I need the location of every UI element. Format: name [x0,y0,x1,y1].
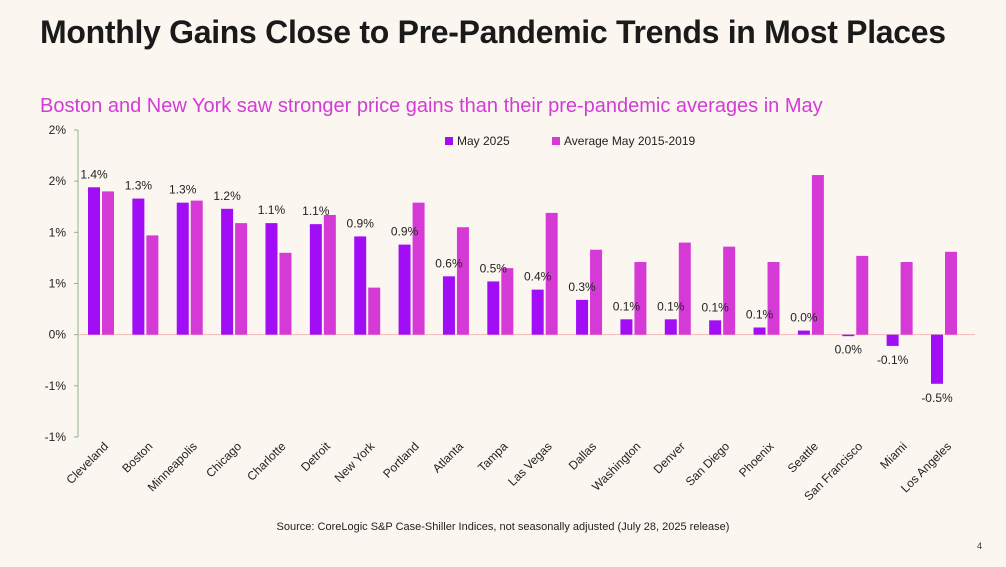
legend-label: May 2025 [457,134,510,148]
bar-may-2025 [576,299,589,335]
bar-may-2025 [931,334,943,384]
bar-average-2015-2019 [723,246,736,335]
data-label: 0.9% [391,225,419,239]
bar-may-2025 [88,187,100,335]
y-tick-label: 2% [49,174,67,188]
category-label: Atlanta [430,439,467,476]
bar-average-2015-2019 [102,191,114,335]
bar-average-2015-2019 [279,252,292,335]
data-label: 0.9% [347,216,375,230]
legend: May 2025 Average May 2015-2019 [445,134,696,148]
data-label: 0.3% [568,280,596,294]
legend-swatch [552,137,560,145]
bar-average-2015-2019 [945,251,957,335]
category-label: Dallas [566,439,599,472]
category-label: Miami [877,439,910,472]
data-label: 1.2% [213,189,241,203]
y-tick-label: -1% [45,379,67,393]
bar-may-2025 [442,276,455,335]
y-tick-label: -1% [45,430,67,444]
category-label: Tampa [475,439,511,475]
y-tick-label: 1% [49,225,67,239]
category-label: Charlotte [244,439,289,484]
category-label: Portland [380,439,422,481]
bar-may-2025 [221,208,234,335]
data-label: 0.1% [701,300,729,314]
category-label: Cleveland [63,439,111,487]
bar-average-2015-2019 [146,235,159,335]
data-label: 0.0% [835,343,863,357]
data-label: 0.1% [613,299,641,313]
bar-average-2015-2019 [412,202,425,335]
category-label: Seattle [785,439,822,476]
bar-average-2015-2019 [368,287,381,335]
category-label: San Diego [683,439,733,489]
bar-average-2015-2019 [501,268,514,335]
bar-may-2025 [309,224,322,335]
data-label: 0.5% [480,261,508,275]
y-tick-label: 2% [49,123,67,137]
data-label: 0.1% [657,299,685,313]
data-label: 1.4% [80,167,108,181]
data-labels: 1.4% 1.3% 1.3% 1.2% 1.1% 1.1% 0.9% 0.9% 0.6% 0.5%… [80,167,953,404]
data-label: 1.3% [125,179,153,193]
bar-may-2025 [709,320,722,335]
category-label: Denver [651,439,688,476]
bar-average-2015-2019 [634,262,647,335]
bar-average-2015-2019 [456,227,469,335]
bar-may-2025 [842,334,855,337]
bar-may-2025 [620,319,633,335]
bars [88,175,957,384]
bar-may-2025 [176,202,189,335]
data-label: 1.3% [169,183,197,197]
chart-subtitle: Boston and New York saw stronger price g… [40,95,823,117]
data-label: 0.6% [435,256,463,270]
chart-title: Monthly Gains Close to Pre-Pandemic Tren… [40,14,946,50]
bar-may-2025 [354,236,367,335]
category-label: Boston [119,439,155,475]
category-label: Detroit [298,439,333,474]
bar-may-2025 [753,327,766,335]
category-label: Chicago [203,439,244,480]
bar-may-2025 [797,330,810,335]
data-label: 0.0% [790,311,818,325]
y-axis: 2% 2% 1% 1% 0% -1% -1% [45,123,79,444]
bar-average-2015-2019 [767,262,780,335]
data-label: -0.1% [877,353,909,367]
bar-may-2025 [487,281,500,335]
bar-average-2015-2019 [678,242,691,335]
y-tick-label: 0% [49,328,67,342]
source-note: Source: CoreLogic S&P Case-Shiller Indic… [276,521,730,533]
bar-average-2015-2019 [590,249,603,335]
bar-average-2015-2019 [545,212,558,335]
bar-average-2015-2019 [323,214,336,335]
bar-average-2015-2019 [856,255,869,335]
data-label: 0.1% [746,308,774,322]
data-label: -0.5% [921,391,953,405]
data-label: 1.1% [302,204,330,218]
legend-label: Average May 2015-2019 [564,134,696,148]
bar-may-2025 [265,223,278,335]
bar-may-2025 [531,289,544,335]
category-label: Las Vegas [505,439,555,489]
legend-swatch [445,137,453,145]
bar-may-2025 [398,244,411,335]
category-label: Phoenix [736,439,777,480]
bar-may-2025 [886,334,899,346]
bar-average-2015-2019 [235,223,248,335]
category-label: New York [332,439,378,485]
data-label: 0.4% [524,270,552,284]
bar-average-2015-2019 [811,175,824,335]
bar-may-2025 [132,198,145,335]
bar-may-2025 [664,319,677,335]
y-tick-label: 1% [49,277,67,291]
data-label: 1.1% [258,203,286,217]
page-number: 4 [977,541,983,551]
bar-average-2015-2019 [900,262,913,335]
bar-average-2015-2019 [190,200,203,335]
